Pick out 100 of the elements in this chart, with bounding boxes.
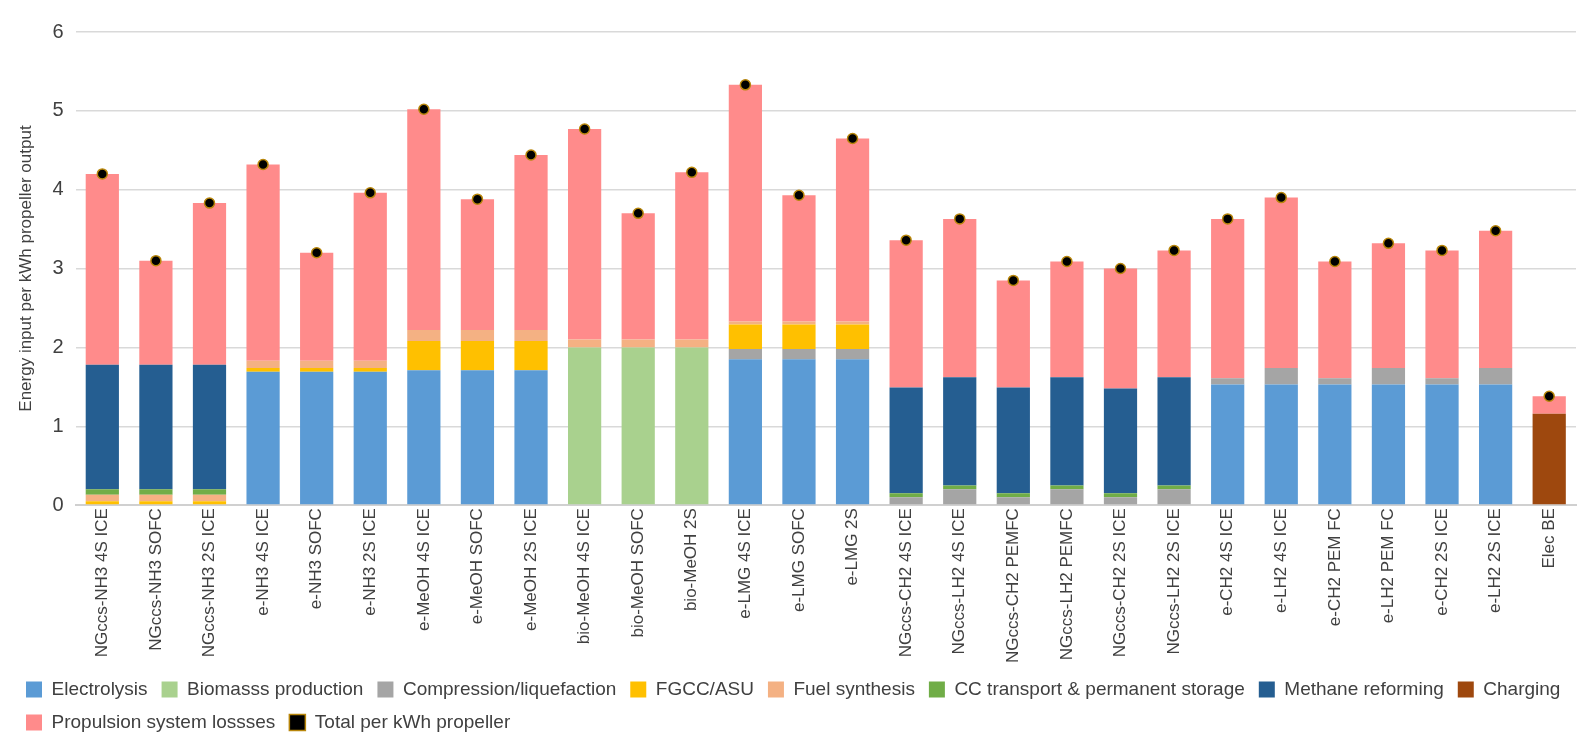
legend-label: Charging	[1483, 677, 1561, 699]
bar	[1371, 384, 1406, 505]
point	[1168, 244, 1180, 257]
point	[1007, 274, 1020, 287]
bar	[835, 348, 870, 360]
bar	[1103, 268, 1138, 389]
bar	[460, 330, 495, 342]
bar	[300, 371, 334, 505]
bar	[1264, 367, 1298, 385]
bar	[407, 109, 441, 331]
bar	[300, 252, 334, 361]
bar	[1050, 485, 1084, 490]
bar	[1157, 250, 1191, 378]
bar	[300, 360, 334, 368]
bar	[353, 360, 387, 368]
bar	[192, 501, 227, 505]
x-tick-label: e-CH2 2S ICE	[1431, 508, 1451, 616]
x-tick-label: NGccs-LH2 PEMFC	[1056, 508, 1076, 661]
bar	[835, 359, 870, 505]
bar	[1371, 367, 1406, 385]
bar	[192, 203, 227, 365]
x-tick-label: NGccs-NH3 SOFC	[145, 508, 165, 651]
bar	[514, 155, 548, 331]
bar	[139, 501, 173, 505]
point	[1114, 262, 1127, 275]
bar	[85, 501, 119, 505]
point	[364, 187, 377, 199]
bar	[782, 348, 816, 360]
x-tick-label: bio-MeOH 4S ICE	[574, 508, 594, 645]
bar	[1264, 384, 1298, 505]
bar	[246, 367, 280, 372]
bar	[782, 195, 816, 322]
bar	[996, 387, 1030, 494]
bar	[889, 493, 923, 498]
bar	[1157, 489, 1191, 505]
point	[257, 158, 269, 171]
point	[953, 213, 966, 225]
bar	[85, 364, 119, 490]
x-tick-label: NGccs-CH2 PEMFC	[1003, 508, 1023, 664]
point	[686, 166, 698, 179]
bar	[246, 164, 280, 361]
bar	[1425, 378, 1459, 385]
x-tick-label: NGccs-NH3 2S ICE	[199, 508, 219, 658]
bar	[835, 324, 870, 349]
bar	[1211, 378, 1245, 385]
bar	[139, 260, 173, 365]
bar	[996, 280, 1030, 388]
bar	[1103, 493, 1138, 498]
x-tick-label: e-NH3 2S ICE	[359, 508, 379, 616]
point	[1543, 390, 1555, 403]
bar	[353, 371, 387, 505]
bar	[85, 173, 119, 365]
point	[203, 197, 216, 209]
bar	[621, 213, 655, 340]
point	[1221, 213, 1234, 225]
x-tick-label: e-LMG 2S	[842, 508, 862, 586]
bar	[835, 321, 870, 325]
bar	[1211, 384, 1245, 505]
bar	[460, 341, 495, 371]
bar	[1050, 489, 1084, 505]
bar	[943, 485, 977, 490]
bar	[1318, 261, 1352, 379]
point	[1436, 244, 1448, 257]
x-tick-label: e-CH2 4S ICE	[1217, 508, 1237, 616]
bar	[460, 370, 495, 505]
y-tick-label: 3	[52, 256, 64, 279]
bar	[1050, 377, 1084, 486]
bar	[782, 324, 816, 349]
point	[1275, 191, 1288, 204]
point	[525, 149, 537, 161]
bar	[192, 364, 227, 490]
legend-label: Propulsion system lossses	[51, 710, 276, 732]
bar	[1425, 250, 1459, 379]
bar	[246, 371, 280, 505]
x-tick-label: NGccs-CH2 4S ICE	[895, 508, 915, 658]
y-tick-label: 1	[52, 413, 64, 436]
y-tick-label: 5	[52, 98, 64, 121]
point	[632, 207, 644, 220]
bar	[675, 172, 709, 340]
bar	[728, 359, 762, 505]
bar	[1103, 388, 1138, 494]
bar	[1211, 218, 1245, 379]
bar	[782, 321, 816, 325]
x-tick-label: e-LH2 4S ICE	[1270, 508, 1290, 613]
point	[1489, 224, 1502, 237]
bar	[139, 364, 173, 490]
bar	[514, 370, 548, 505]
point	[150, 254, 162, 267]
point	[310, 247, 323, 259]
bar	[889, 387, 923, 494]
bar	[889, 240, 923, 388]
bar	[246, 360, 280, 368]
y-axis-title: Energy input per kWh propeller output	[15, 125, 35, 412]
x-tick-label: NGccs-LH2 4S ICE	[949, 508, 969, 655]
bar	[1371, 243, 1406, 368]
bar	[1479, 230, 1513, 368]
point	[471, 193, 484, 205]
bar	[1103, 497, 1138, 505]
y-tick-label: 6	[52, 19, 64, 42]
bar	[1264, 197, 1298, 368]
